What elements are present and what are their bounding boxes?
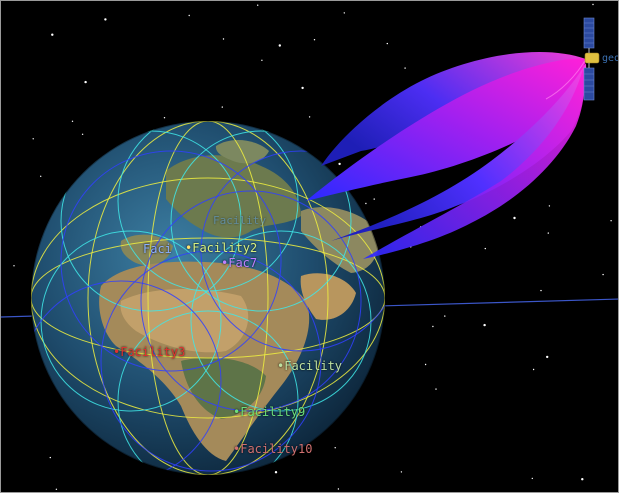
star [404, 67, 406, 69]
star [513, 216, 516, 220]
star [548, 205, 551, 207]
star [301, 86, 304, 90]
star [610, 220, 612, 222]
star [261, 59, 263, 61]
geo-satellite-icon[interactable] [583, 17, 600, 101]
star [602, 273, 604, 276]
facility-label-facility3[interactable]: •Facility3 [113, 345, 186, 359]
grid-circle [170, 130, 352, 312]
star [400, 471, 403, 473]
star [32, 138, 34, 140]
facility-label-facility10[interactable]: •Facility10 [233, 442, 313, 456]
star [40, 175, 42, 177]
facility-label-facility9[interactable]: •Facility9 [233, 405, 306, 419]
star [444, 315, 446, 317]
facility-label-fac7[interactable]: •Fac7 [221, 256, 258, 270]
star [222, 38, 225, 40]
facility-label-top[interactable]: Facility [213, 214, 266, 227]
star [483, 323, 486, 327]
satellite-label[interactable]: geo [602, 53, 619, 64]
star [104, 18, 107, 21]
star [334, 447, 336, 449]
star [424, 363, 427, 366]
star [435, 388, 437, 390]
sensor-cone[interactable] [306, 51, 587, 259]
facility-label-facility5[interactable]: •Facility [277, 359, 343, 373]
grid-circle [190, 230, 372, 412]
star [592, 3, 594, 6]
star [373, 198, 375, 200]
star [55, 488, 58, 490]
star [84, 80, 87, 84]
star [365, 202, 367, 205]
facility-label-facility2[interactable]: •Facility2 [185, 241, 258, 255]
star [338, 162, 341, 166]
grid-circle [31, 280, 222, 475]
earth-globe[interactable] [21, 111, 401, 491]
star [71, 120, 74, 123]
grid-circle [140, 190, 362, 412]
star [163, 117, 166, 119]
star [278, 44, 281, 47]
star [547, 232, 549, 234]
star [308, 116, 311, 118]
star [337, 488, 340, 490]
star [386, 42, 388, 45]
star [343, 12, 345, 14]
star [49, 456, 51, 459]
star [546, 355, 549, 359]
star [221, 106, 223, 108]
star [432, 325, 434, 328]
grid-circle [31, 237, 385, 359]
star [274, 471, 278, 474]
star [313, 39, 316, 41]
grid-circle [31, 177, 385, 419]
grid-circle [60, 150, 282, 372]
star [484, 247, 486, 250]
star [51, 33, 54, 36]
grid-circle [200, 150, 385, 352]
grid-circle [87, 121, 329, 475]
star [540, 289, 542, 292]
grid-circle [100, 250, 322, 472]
star [581, 478, 584, 481]
grid-circle [147, 121, 269, 475]
star [188, 14, 190, 17]
star [532, 368, 535, 371]
star [531, 477, 533, 480]
facility-label-fac1[interactable]: Faci [143, 242, 172, 256]
coverage-grid [31, 121, 385, 475]
star [81, 133, 84, 135]
star [13, 265, 15, 267]
star [257, 4, 259, 6]
